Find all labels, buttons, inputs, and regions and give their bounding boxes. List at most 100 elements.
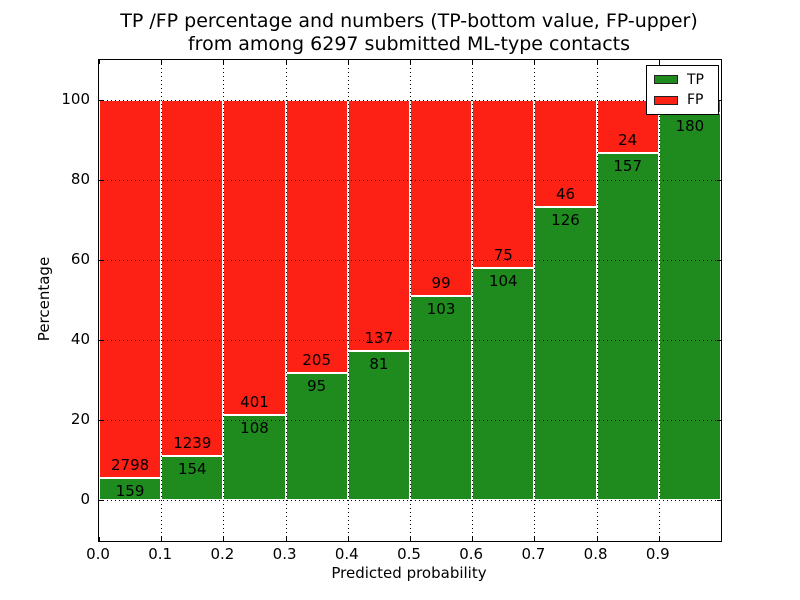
x-tick-mark <box>347 60 349 64</box>
bar-fp-segment <box>285 100 348 374</box>
v-gridline <box>472 60 474 541</box>
bar-fp-count-label: 46 <box>555 184 576 203</box>
v-gridline <box>347 60 349 541</box>
x-tick-mark <box>596 537 598 541</box>
x-tick-label: 0.5 <box>397 545 421 563</box>
x-tick-mark <box>534 60 536 64</box>
v-gridline <box>596 60 598 541</box>
bar-fp-count-label: 75 <box>493 245 513 264</box>
bar-fp-count-label: 205 <box>302 351 331 370</box>
bar-fp-segment <box>410 100 473 296</box>
bar-tp-segment <box>410 296 473 500</box>
x-tick-mark <box>99 60 100 64</box>
x-tick-mark <box>534 537 536 541</box>
x-tick-mark <box>161 60 163 64</box>
legend-swatch-tp-icon <box>654 75 678 85</box>
x-axis-label: Predicted probability <box>331 564 487 582</box>
bar-tp-count-label: 159 <box>115 482 145 501</box>
y-tick-label: 40 <box>70 330 90 348</box>
x-tick-mark <box>472 60 474 64</box>
x-tick-label: 0.2 <box>210 545 235 563</box>
y-tick-mark <box>99 100 103 101</box>
y-tick-mark <box>717 420 721 421</box>
bar-tp-count-label: 81 <box>369 355 389 374</box>
bar-fp-segment <box>99 100 162 479</box>
bar-fp-segment <box>472 100 535 268</box>
chart-title-line1: TP /FP percentage and numbers (TP-bottom… <box>120 10 698 32</box>
bar-tp-segment <box>99 478 162 500</box>
bar-fp-count-label: 99 <box>431 274 451 292</box>
x-tick-mark <box>410 537 411 541</box>
y-tick-label: 100 <box>61 90 90 108</box>
bar-tp-segment <box>472 267 535 500</box>
x-tick-mark <box>161 537 163 541</box>
y-tick-mark <box>717 500 721 501</box>
bar-fp-count-label: 137 <box>364 329 394 348</box>
bar-tp-count-label: 103 <box>426 300 456 318</box>
y-tick-mark <box>717 180 721 181</box>
chart-title-line2: from among 6297 submitted ML-type contac… <box>187 33 631 55</box>
x-tick-label: 0.6 <box>459 545 484 563</box>
x-tick-mark <box>223 60 225 64</box>
bar-tp-count-label: 104 <box>488 271 518 290</box>
bar-tp-count-label: 108 <box>240 419 269 438</box>
y-tick-label: 60 <box>70 250 90 268</box>
y-tick-label: 80 <box>70 170 90 188</box>
bar-tp-segment <box>347 351 410 500</box>
bar-fp-count-label: 1239 <box>173 433 212 452</box>
x-tick-label: 0.8 <box>583 545 608 563</box>
bar-fp-segment <box>347 100 410 352</box>
bar-fp-segment <box>161 100 224 456</box>
x-tick-mark <box>658 60 660 64</box>
bar-tp-count-label: 95 <box>307 377 327 396</box>
bar-tp-count-label: 157 <box>613 157 642 176</box>
bar-tp-segment <box>596 153 659 500</box>
plot-area: 159 2798 154 1239 108 401 95 205 81 137 103 99 104 75… <box>98 59 722 542</box>
x-tick-label: 0.1 <box>148 545 173 563</box>
y-tick-mark <box>99 500 103 501</box>
bar-tp-count-label: 180 <box>675 116 705 135</box>
v-gridline <box>410 60 411 541</box>
x-tick-mark <box>223 537 225 541</box>
bar-tp-segment <box>534 206 597 500</box>
legend-item-fp: FP <box>647 92 718 108</box>
x-tick-label: 0.0 <box>86 545 110 563</box>
bar-tp-count-label: 154 <box>177 459 207 478</box>
x-tick-mark <box>285 537 287 541</box>
v-gridline <box>285 60 287 541</box>
bar-tp-segment <box>223 415 286 500</box>
v-gridline <box>223 60 225 541</box>
y-tick-mark <box>717 260 721 261</box>
legend: TP FP <box>646 65 719 115</box>
bar-tp-segment <box>161 455 224 500</box>
y-tick-mark <box>99 260 103 261</box>
legend-label-fp: FP <box>687 92 704 109</box>
y-tick-label: 0 <box>80 490 90 508</box>
chart-title: TP /FP percentage and numbers (TP-bottom… <box>98 10 720 56</box>
y-tick-mark <box>717 100 721 101</box>
legend-swatch-fp-icon <box>654 95 678 105</box>
x-tick-label: 0.7 <box>521 545 546 563</box>
bar-fp-count-label: 2798 <box>111 456 150 475</box>
x-tick-mark <box>658 537 660 541</box>
bar-tp-segment <box>658 112 721 500</box>
y-axis-label: Percentage <box>35 256 53 342</box>
y-tick-mark <box>99 180 103 181</box>
v-gridline <box>658 60 660 541</box>
y-tick-mark <box>99 340 103 341</box>
bar-fp-segment <box>223 100 286 416</box>
y-tick-mark <box>717 340 721 341</box>
bar-tp-count-label: 126 <box>551 210 580 229</box>
v-gridline <box>161 60 163 541</box>
x-tick-mark <box>596 60 598 64</box>
legend-label-tp: TP <box>687 71 704 88</box>
x-tick-label: 0.9 <box>645 545 670 563</box>
x-tick-mark <box>99 537 100 541</box>
legend-item-tp: TP <box>647 72 718 88</box>
x-tick-mark <box>285 60 287 64</box>
x-tick-label: 0.4 <box>334 545 359 563</box>
x-tick-mark <box>410 60 411 64</box>
bar-fp-count-label: 24 <box>618 131 638 150</box>
bar-fp-count-label: 401 <box>240 393 269 412</box>
